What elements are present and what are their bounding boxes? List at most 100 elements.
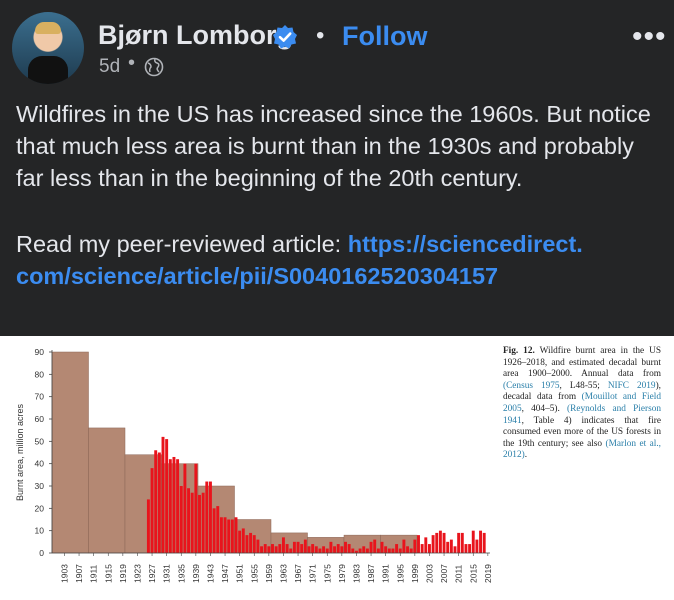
annual-bar [230, 519, 234, 553]
x-tick-label: 1995 [395, 564, 405, 583]
annual-bar [212, 508, 216, 553]
annual-bar [475, 539, 479, 553]
annual-bar [241, 528, 245, 553]
x-tick-label: 1911 [89, 564, 99, 583]
annual-bar [380, 541, 384, 553]
annual-bar [358, 548, 362, 553]
annual-bar [431, 535, 435, 553]
annual-bar [424, 537, 428, 553]
more-options-icon[interactable]: ••• [632, 20, 667, 53]
annual-bar [285, 544, 289, 553]
annual-bar [303, 539, 307, 553]
annual-bar [256, 539, 260, 553]
annual-bar [234, 517, 238, 553]
caption-text-2: , L48-55; [559, 380, 608, 391]
annual-bar [395, 544, 399, 553]
caption-text: Wildfire burnt area in the US 1926–2018,… [503, 346, 662, 380]
annual-bar [198, 494, 201, 553]
annual-bar [219, 517, 223, 553]
annual-bar [176, 459, 180, 553]
caption-label: Fig. 12. [503, 346, 535, 356]
caption-text-3: ), decadal data from [503, 380, 661, 403]
caption-ref-mouillot[interactable]: (Mouillot and Field 2005 [503, 392, 661, 414]
x-tick-label: 1979 [337, 564, 347, 583]
annual-bar [281, 537, 285, 553]
x-tick-label: 1975 [322, 564, 332, 583]
post-link-paragraph: Read my peer-reviewed article: https://s… [16, 228, 662, 292]
annual-bar [427, 544, 431, 553]
x-tick-label: 1931 [162, 564, 172, 583]
annual-bar [311, 544, 315, 553]
annual-bar [402, 539, 406, 553]
post-header: Bjørn Lomborg • Follow ••• 5d • [0, 0, 674, 92]
y-tick-label: 70 [35, 392, 45, 402]
annual-bar [344, 541, 347, 553]
annual-bar [446, 541, 450, 553]
annual-bar [435, 532, 439, 553]
article-link-part1[interactable]: https://sciencedirect. [347, 231, 583, 257]
caption-ref-census[interactable]: (Census 1975 [503, 380, 560, 391]
annual-bar [249, 532, 253, 553]
x-tick-label: 1935 [176, 564, 186, 583]
annual-bar [216, 506, 220, 553]
x-tick-label: 1951 [235, 564, 245, 583]
annual-bar [420, 544, 424, 553]
caption-text-6: . [524, 450, 528, 461]
annual-bar [442, 532, 446, 553]
annual-bar [340, 546, 344, 553]
burnt-area-chart: 0 10 20 30 40 50 60 70 80 90 1903 1907 1911 1915 1919 1… [15, 347, 493, 583]
meta-separator: • [128, 52, 136, 74]
annual-bar [187, 488, 191, 553]
annual-bar [482, 532, 486, 553]
caption-ref-reynolds[interactable]: (Reynolds and Pierson 1941 [503, 403, 662, 426]
caption-text-4: , 404–5). [521, 403, 568, 414]
x-tick-label: 1967 [293, 564, 303, 583]
annual-bar [267, 546, 271, 553]
annual-bar [183, 463, 187, 553]
x-tick-label: 1991 [381, 564, 391, 583]
annual-bar [468, 544, 472, 553]
y-tick-label: 40 [35, 459, 45, 469]
x-tick-label: 2019 [483, 564, 493, 583]
y-tick-label: 0 [39, 548, 44, 558]
x-tick-label: 1955 [249, 564, 259, 583]
annual-bar [369, 541, 373, 553]
x-tick-label: 1963 [278, 564, 288, 583]
decadal-bar [88, 427, 126, 554]
follow-button[interactable]: Follow [342, 21, 428, 51]
annual-bar [154, 450, 158, 553]
caption-ref-marlon[interactable]: (Marlon et al., 2012) [503, 438, 661, 461]
figure-image[interactable]: 0 10 20 30 40 50 60 70 80 90 1903 1907 1911 1915 1919 1… [0, 336, 674, 600]
annual-bar [387, 548, 391, 553]
x-tick-label: 2011 [454, 564, 464, 583]
caption-text-5: , Table 4) indicates that fire consumed … [503, 415, 661, 449]
article-link-part2[interactable]: com/science/article/pii/S004016252030415… [16, 263, 499, 289]
annual-bar [398, 548, 402, 553]
avatar-shirt [28, 56, 68, 84]
x-tick-label: 1919 [118, 564, 128, 583]
annual-bar [391, 548, 395, 553]
annual-bar [333, 546, 337, 553]
post-text: Wildfires in the US has increased since … [16, 101, 651, 191]
annual-bar [252, 535, 256, 553]
x-tick-label: 1907 [74, 564, 84, 583]
annual-bar [362, 546, 366, 553]
post-time[interactable]: 5d [99, 56, 121, 77]
y-tick-label: 10 [35, 526, 45, 536]
annual-bar [409, 548, 413, 553]
caption-ref-nifc[interactable]: NIFC 2019 [607, 380, 656, 391]
x-tick-label: 2007 [439, 564, 449, 583]
annual-bar [336, 544, 340, 553]
y-tick-label: 60 [35, 414, 45, 424]
author-name[interactable]: Bjørn Lomborg [98, 20, 293, 50]
author-avatar[interactable] [12, 12, 84, 84]
annual-bar [376, 548, 380, 553]
x-tick-label: 1915 [103, 564, 113, 583]
x-tick-label: 2003 [424, 564, 434, 583]
annual-bar [205, 481, 209, 553]
x-tick-label: 1999 [410, 564, 420, 583]
annual-bar [161, 436, 165, 553]
post-body: Wildfires in the US has increased since … [16, 98, 662, 292]
annual-bar [322, 546, 326, 553]
annual-bar [165, 439, 169, 553]
